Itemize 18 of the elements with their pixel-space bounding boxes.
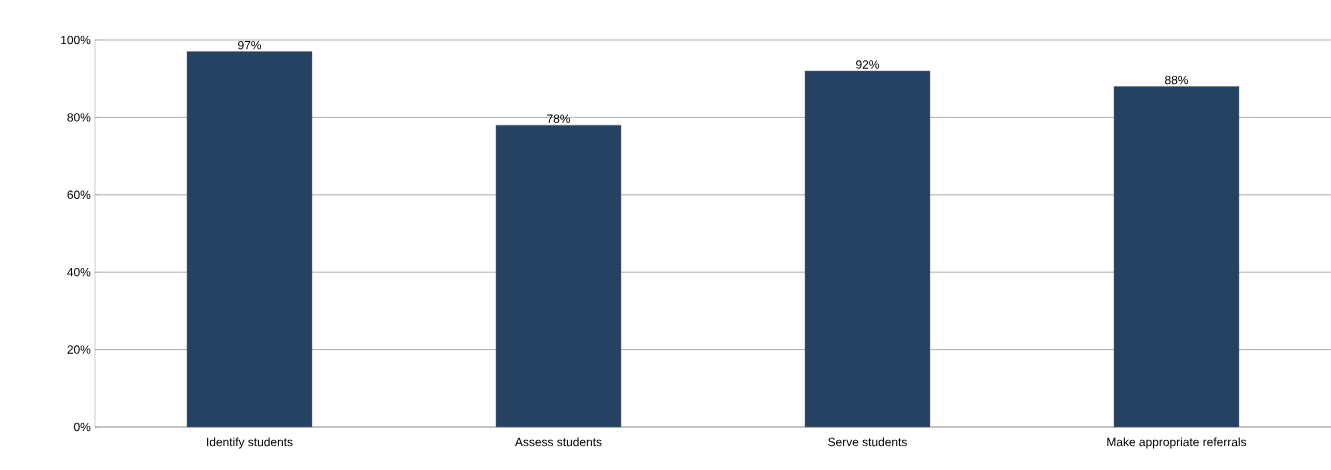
y-tick-label: 20% [67,345,91,354]
y-tick-label: 80% [67,113,91,122]
bar [186,51,313,428]
y-tick-label: 40% [67,267,91,277]
x-tick-label: Make appropriate referrals [1107,437,1247,449]
y-tick-label: 0% [74,422,91,432]
x-tick-label: Identify students [207,437,293,449]
bar [1113,86,1240,428]
x-tick-label: Assess students [514,437,602,447]
bar [495,124,622,428]
x-tick-label: Serve students [828,437,907,447]
data-label: 78% [547,114,571,123]
y-tick-label: 60% [67,190,91,200]
data-label: 92% [856,60,880,69]
y-tick-label: 100% [61,35,91,45]
bar [804,70,931,428]
data-label: 88% [1165,75,1189,85]
data-label: 97% [238,40,262,50]
